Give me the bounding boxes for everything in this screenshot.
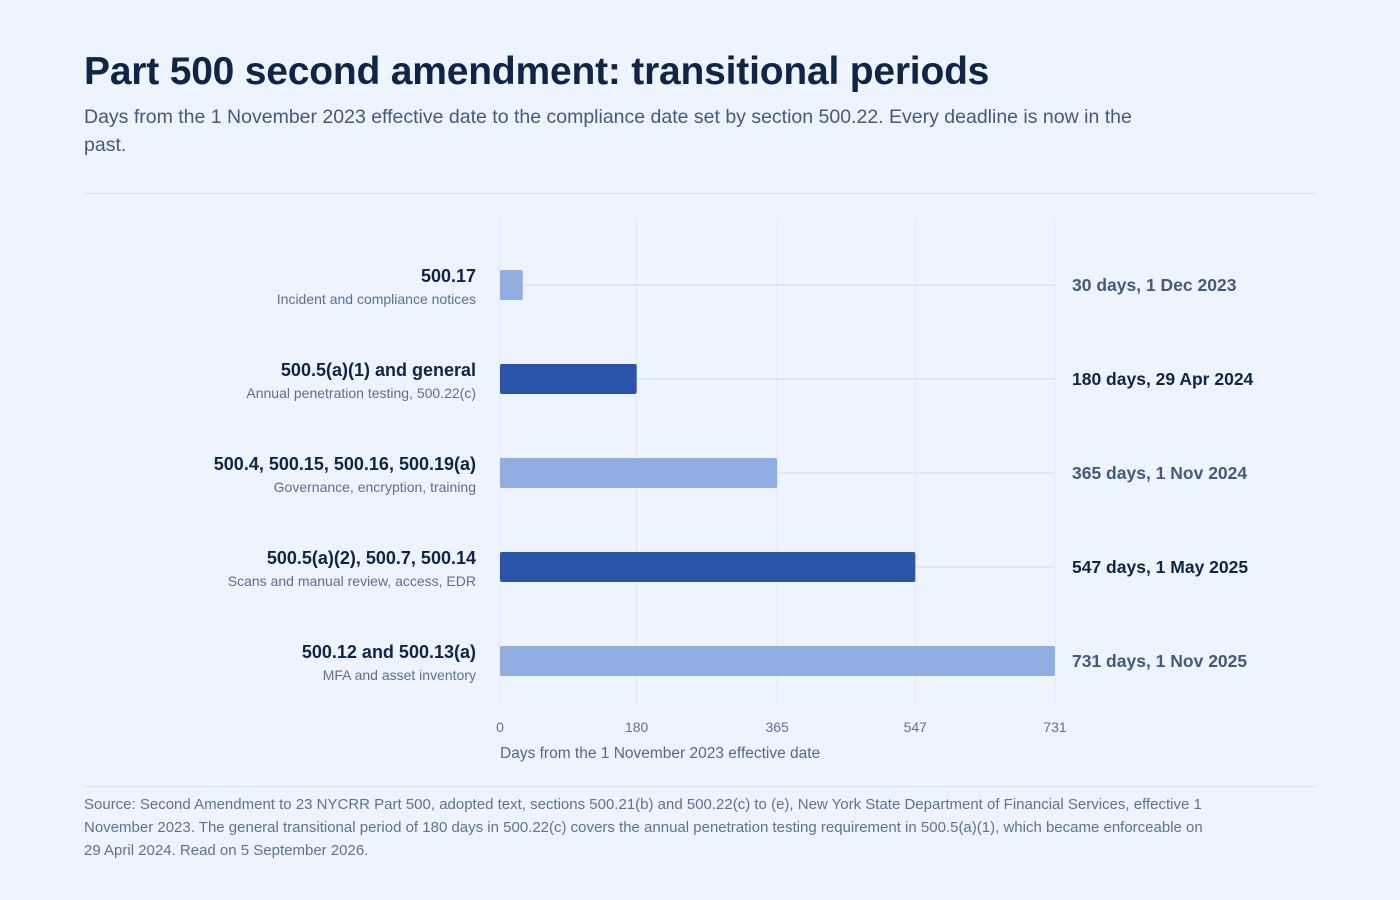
category-description-3: Scans and manual review, access, EDR [228, 573, 476, 589]
category-description-2: Governance, encryption, training [274, 479, 476, 495]
category-label-3: 500.5(a)(2), 500.7, 500.14 [267, 548, 476, 568]
source-note: Source: Second Amendment to 23 NYCRR Par… [84, 796, 1203, 859]
x-tick-label-3: 547 [904, 719, 928, 735]
value-label-1: 180 days, 29 Apr 2024 [1072, 369, 1254, 389]
x-tick-label-1: 180 [625, 719, 649, 735]
page-subtitle: Days from the 1 November 2023 effective … [84, 106, 1132, 156]
footer-divider [84, 786, 1316, 787]
x-tick-label-2: 365 [765, 719, 789, 735]
value-label-0: 30 days, 1 Dec 2023 [1072, 275, 1237, 295]
category-label-4: 500.12 and 500.13(a) [302, 642, 476, 662]
category-label-0: 500.17 [421, 266, 476, 286]
category-description-1: Annual penetration testing, 500.22(c) [246, 385, 476, 401]
x-axis-label: Days from the 1 November 2023 effective … [500, 745, 820, 762]
category-description-4: MFA and asset inventory [323, 667, 476, 683]
bar-0 [500, 270, 523, 300]
bar-3 [500, 552, 916, 582]
category-label-2: 500.4, 500.15, 500.16, 500.19(a) [214, 454, 476, 474]
category-description-0: Incident and compliance notices [277, 291, 476, 307]
bar-4 [500, 646, 1055, 676]
bar-1 [500, 364, 637, 394]
value-label-3: 547 days, 1 May 2025 [1072, 557, 1248, 577]
bar-2 [500, 458, 778, 488]
transitional-periods-chart: 500.17 Incident and compliance notices 30 … [214, 220, 1254, 762]
x-tick-label-4: 731 [1043, 719, 1067, 735]
page-title: Part 500 second amendment: transitional … [84, 50, 990, 93]
category-label-1: 500.5(a)(1) and general [281, 360, 476, 380]
value-label-4: 731 days, 1 Nov 2025 [1072, 651, 1247, 671]
x-tick-label-0: 0 [496, 719, 504, 735]
value-label-2: 365 days, 1 Nov 2024 [1072, 463, 1247, 483]
header-divider [84, 193, 1316, 194]
